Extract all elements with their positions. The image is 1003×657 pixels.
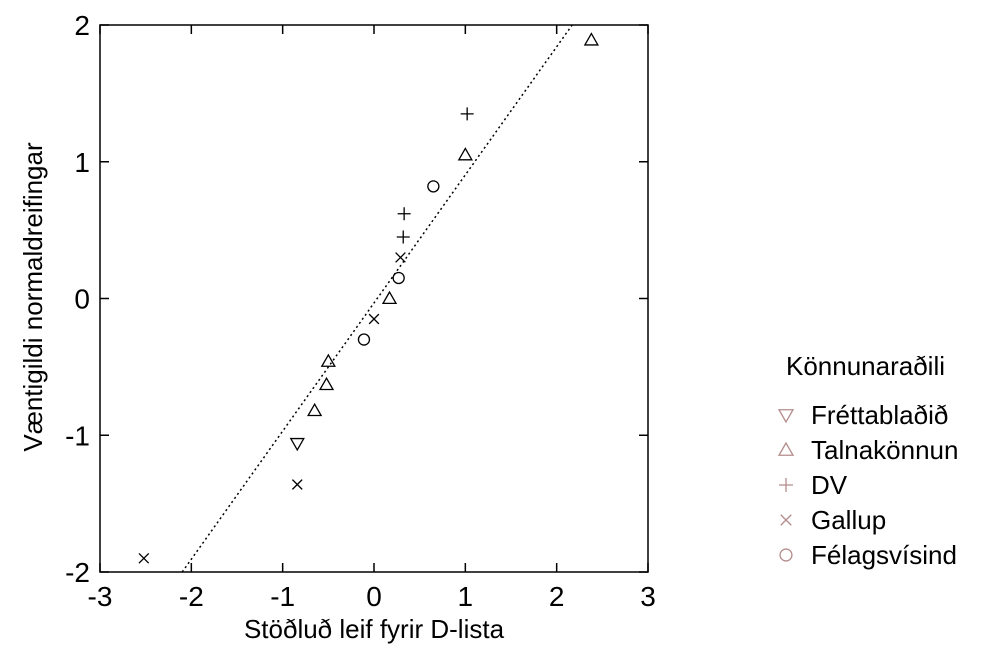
legend-items: Fréttablaðið Talnakönnun DV Gallup Félagsvís… [777,400,958,570]
legend: Könnunaraðili Fréttablaðið Talnakönnun DV G… [777,351,958,570]
data-point-plus [460,107,474,121]
legend-item: DV [779,470,848,500]
legend-marker-cross [780,514,792,526]
data-point-cross [138,552,150,564]
data-point-cross [368,313,380,325]
x-tick-label: 0 [366,581,382,612]
legend-marker-plus [779,478,793,492]
legend-item: Félagsvísind [779,540,957,570]
data-point-circle [357,333,371,346]
y-tick-label: -2 [65,557,90,588]
y-tick-label: 2 [74,10,90,41]
legend-item: Fréttablaðið [777,400,948,430]
data-point-cross [395,252,406,263]
data-point-circle [392,271,405,285]
legend-label: DV [811,470,848,500]
legend-label: Fréttablaðið [811,400,948,430]
x-tick-label: -2 [179,581,204,612]
data-point-plus [396,230,410,244]
legend-title: Könnunaraðili [786,351,945,381]
x-tick-label: -3 [88,581,113,612]
data-point-triangle-up [457,147,473,161]
data-point-plus [397,207,411,221]
x-tick-label: 2 [549,581,565,612]
legend-item: Gallup [780,505,886,535]
x-tick-label: -1 [270,581,295,612]
legend-marker-triangle-down [777,409,795,424]
legend-marker-triangle-up [777,441,795,456]
legend-label: Talnakönnun [811,435,958,465]
y-tick-label: -1 [65,420,90,451]
data-point-cross [291,479,303,490]
data-point-triangle-up [320,353,336,367]
data-point-triangle-up [307,402,323,417]
data-point-triangle-up [381,290,398,305]
x-tick-label: 3 [640,581,656,612]
x-tick-label: 1 [458,581,474,612]
points-group [138,32,599,564]
data-point-triangle-up [318,376,335,391]
data-point-triangle-up [583,32,599,46]
reference-line-group [181,24,573,573]
legend-label: Gallup [811,505,886,535]
data-point-triangle-down [289,437,305,452]
reference-line [181,24,573,573]
legend-item: Talnakönnun [777,435,958,465]
plot-frame [99,24,649,573]
axes-frame-group [99,24,649,573]
legend-marker-circle [779,548,793,562]
x-axis-title: Stöðluð leif fyrir D-lista [244,614,505,644]
data-point-circle [427,180,440,193]
y-axis-title: Væntigildi normaldreifingar [18,142,48,452]
y-tick-label: 1 [74,147,90,178]
y-tick-label: 0 [74,284,90,315]
legend-label: Félagsvísind [811,540,957,570]
